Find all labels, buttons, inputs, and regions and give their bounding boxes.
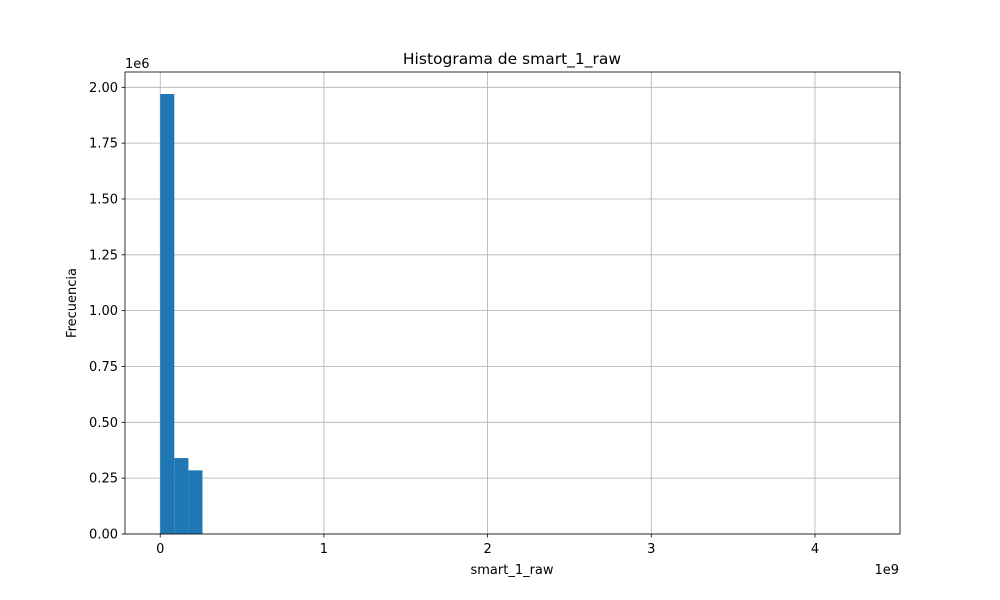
histogram-bar bbox=[160, 94, 175, 534]
x-tick-label: 1 bbox=[320, 542, 328, 557]
histogram-bar bbox=[174, 458, 189, 534]
x-axis-label: smart_1_raw bbox=[470, 563, 553, 578]
x-tick-label: 4 bbox=[811, 542, 819, 557]
x-tick-label: 2 bbox=[483, 542, 491, 557]
y-tick-label: 1.00 bbox=[89, 304, 118, 319]
y-axis-offset-label: 1e6 bbox=[125, 57, 150, 72]
y-axis-label: Frecuencia bbox=[65, 268, 80, 338]
x-tick-label: 0 bbox=[156, 542, 164, 557]
y-tick-label: 1.50 bbox=[89, 192, 118, 207]
y-tick-label: 0.25 bbox=[89, 472, 118, 487]
plot-frame bbox=[124, 71, 901, 535]
y-tick-label: 2.00 bbox=[89, 81, 118, 96]
x-axis-offset-label: 1e9 bbox=[874, 563, 899, 578]
histogram-bar bbox=[188, 470, 203, 534]
ticks: 0 1 2 3 4 0.00 0.25 0.50 0.75 1.00 1.25 1.50 1.75 2.0… bbox=[89, 81, 819, 557]
histogram-bars bbox=[160, 94, 203, 534]
y-tick-label: 0.50 bbox=[89, 416, 118, 431]
chart-title: Histograma de smart_1_raw bbox=[403, 50, 621, 69]
y-tick-label: 0.75 bbox=[89, 360, 118, 375]
y-tick-label: 1.25 bbox=[89, 248, 118, 263]
y-tick-label: 0.00 bbox=[89, 528, 118, 543]
axes bbox=[124, 71, 901, 535]
y-tick-label: 1.75 bbox=[89, 137, 118, 152]
x-tick-label: 3 bbox=[647, 542, 655, 557]
